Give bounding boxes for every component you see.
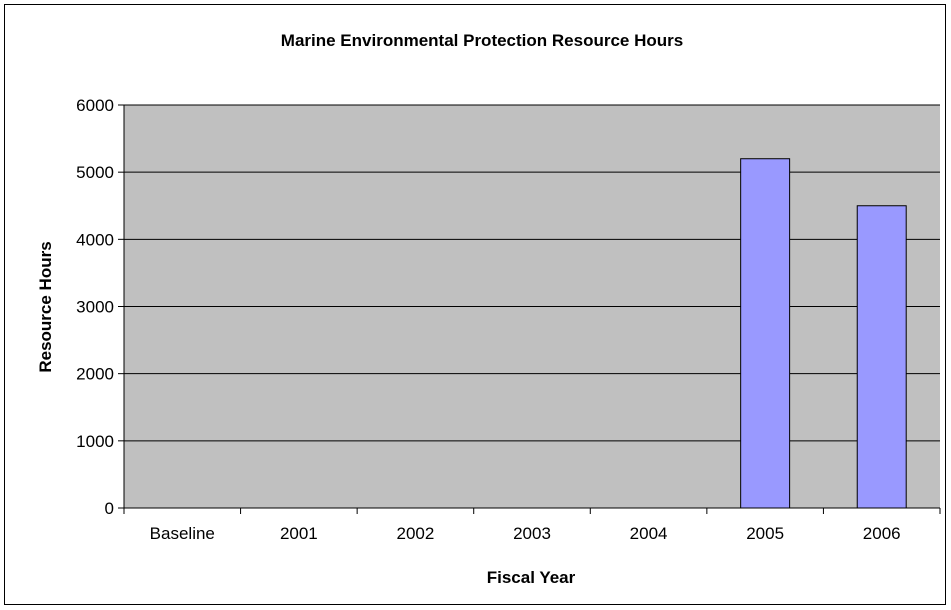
y-tick-label-0: 0: [105, 499, 114, 518]
y-tick-label-2000: 2000: [76, 365, 114, 384]
bar-2005: [740, 158, 791, 509]
x-tick-label-2004: 2004: [630, 524, 668, 543]
axes: [118, 104, 941, 514]
gridlines: [124, 104, 940, 442]
x-axis-title: Fiscal Year: [487, 568, 576, 587]
y-tick-label-4000: 4000: [76, 230, 114, 249]
y-tick-label-1000: 1000: [76, 432, 114, 451]
x-tick-labels: Baseline 2001 2002 2003 2004 2005 2006: [150, 524, 901, 543]
bar-2006: [856, 205, 907, 509]
y-tick-labels: 0 1000 2000 3000 4000 5000 6000: [76, 96, 114, 518]
x-tick-label-2001: 2001: [280, 524, 318, 543]
x-tick-label-2003: 2003: [513, 524, 551, 543]
y-axis-title: Resource Hours: [36, 241, 55, 372]
x-tick-label-Baseline: Baseline: [150, 524, 215, 543]
y-tick-label-5000: 5000: [76, 163, 114, 182]
y-tick-label-6000: 6000: [76, 96, 114, 115]
x-tick-label-2005: 2005: [746, 524, 784, 543]
chart-title: Marine Environmental Protection Resource…: [281, 31, 683, 50]
x-tick-label-2006: 2006: [863, 524, 901, 543]
x-tick-label-2002: 2002: [397, 524, 435, 543]
y-tick-label-3000: 3000: [76, 298, 114, 317]
